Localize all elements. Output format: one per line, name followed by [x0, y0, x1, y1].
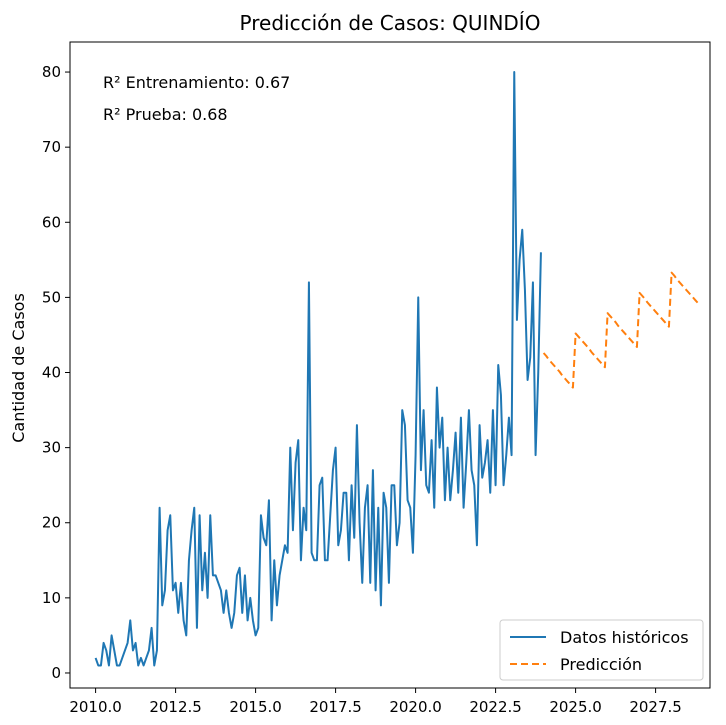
chart-title: Predicción de Casos: QUINDÍO	[240, 11, 541, 35]
axis-ticks: 2010.0 2012.5 2015.0 2017.5 2020.0 2022.5 2025…	[42, 63, 682, 716]
legend: Datos históricos Predicción	[499, 619, 704, 681]
legend-box	[499, 619, 704, 681]
plot-area: 2010.0 2012.5 2015.0 2017.5 2020.0 2022.5 2025…	[42, 41, 711, 716]
y-tick-label: 40	[42, 364, 61, 382]
plot-frame	[69, 41, 711, 689]
y-axis-label: Cantidad de Casos	[9, 293, 28, 443]
series-lines	[94, 71, 700, 667]
y-tick-label: 20	[42, 514, 61, 532]
r2-test-annotation: R² Prueba: 0.68	[103, 105, 228, 124]
x-tick-label: 2015.0	[229, 698, 282, 716]
x-tick-label: 2020.0	[389, 698, 442, 716]
x-tick-label: 2027.5	[629, 698, 682, 716]
y-tick-label: 70	[42, 138, 61, 156]
x-tick-label: 2025.0	[549, 698, 602, 716]
series-line-historical	[94, 71, 542, 667]
legend-label-historical: Datos históricos	[560, 628, 689, 647]
r2-train-annotation: R² Entrenamiento: 0.67	[103, 73, 290, 92]
y-tick-label: 50	[42, 288, 61, 306]
x-tick-label: 2022.5	[469, 698, 522, 716]
y-tick-label: 10	[42, 589, 61, 607]
y-tick-label: 0	[51, 664, 61, 682]
legend-label-prediction: Predicción	[560, 655, 642, 674]
y-tick-label: 60	[42, 213, 61, 231]
x-tick-label: 2012.5	[149, 698, 202, 716]
series-line-prediction	[542, 271, 700, 389]
x-tick-label: 2010.0	[69, 698, 122, 716]
y-tick-label: 80	[42, 63, 61, 81]
y-tick-label: 30	[42, 439, 61, 457]
x-tick-label: 2017.5	[309, 698, 362, 716]
